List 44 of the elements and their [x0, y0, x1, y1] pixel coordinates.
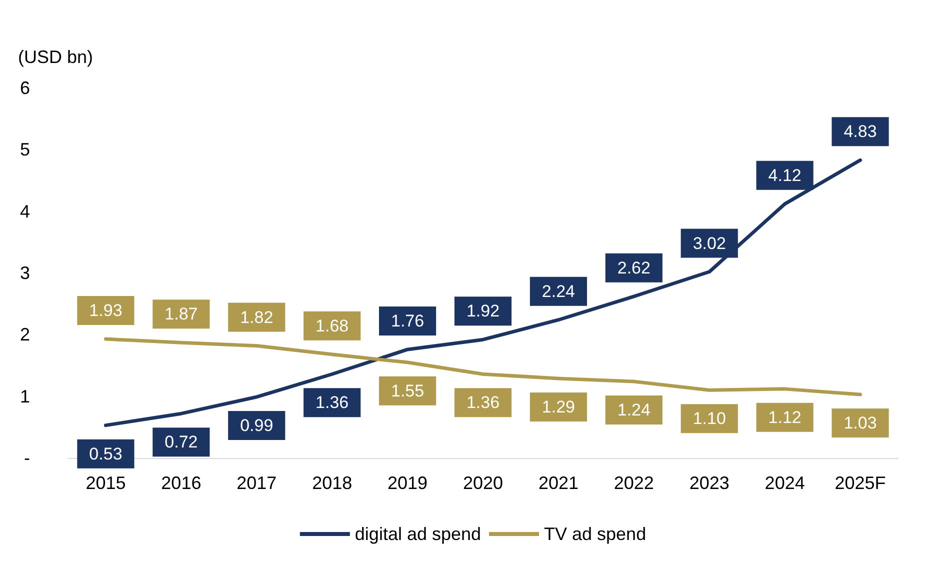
data-label: 1.12	[768, 408, 802, 427]
y-tick-label: 2	[20, 324, 30, 345]
x-tick-label: 2018	[312, 473, 352, 493]
data-label: 1.10	[692, 409, 726, 428]
data-label: 4.12	[768, 166, 802, 185]
x-tick-label: 2015	[86, 473, 126, 493]
y-tick-label: -	[24, 448, 30, 468]
data-label: 1.76	[391, 311, 424, 330]
x-tick-label: 2020	[462, 473, 504, 493]
data-label: 1.87	[164, 304, 198, 324]
legend-label: digital ad spend	[354, 524, 482, 544]
data-label: 0.99	[240, 416, 274, 435]
y-tick-label: 1	[20, 386, 30, 406]
data-label: 0.72	[164, 432, 198, 452]
data-label: 1.55	[391, 381, 424, 400]
line-series	[104, 337, 862, 396]
y-tick-label: 5	[20, 140, 30, 160]
y-tick-label: 3	[20, 263, 30, 283]
data-label: 1.82	[240, 308, 274, 327]
data-label: 0.53	[89, 444, 122, 464]
x-tick-label: 2024	[764, 473, 805, 493]
data-label: 1.29	[542, 397, 575, 416]
data-label: 1.68	[316, 316, 349, 336]
x-tick-label: 2022	[614, 473, 654, 493]
x-tick-label: 2017	[236, 473, 277, 493]
x-tick-label: 2023	[689, 473, 730, 493]
x-tick-label: 2019	[388, 473, 428, 493]
legend-label: TV ad spend	[544, 524, 646, 544]
data-label: 3.02	[692, 234, 726, 253]
data-label: 1.24	[617, 400, 650, 420]
x-tick-label: 2021	[538, 473, 578, 493]
data-label: 1.36	[316, 393, 349, 412]
x-tick-label: 2016	[161, 473, 202, 493]
y-tick-label: 4	[20, 201, 30, 222]
data-label: 1.36	[466, 393, 500, 412]
data-label: 1.03	[844, 413, 877, 432]
y-tick-label: 6	[20, 78, 30, 98]
data-label: 2.24	[542, 282, 575, 301]
data-label: 4.83	[844, 122, 877, 142]
data-label: 1.93	[89, 300, 122, 320]
x-tick-label: 2025F	[834, 473, 886, 493]
data-label: 1.92	[466, 302, 500, 321]
data-label: 2.62	[617, 258, 650, 278]
y-axis-title: (USD bn)	[18, 47, 94, 67]
